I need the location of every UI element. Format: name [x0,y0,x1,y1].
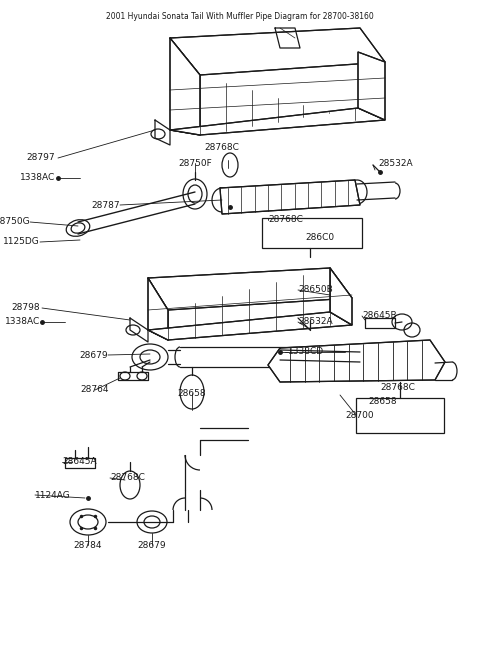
Text: 28750G: 28750G [0,217,30,227]
Text: 28768C: 28768C [380,384,415,392]
Text: 1338AC: 1338AC [20,173,55,183]
Polygon shape [358,52,385,120]
Text: 28658: 28658 [178,388,206,397]
Text: 28750F: 28750F [178,158,212,168]
Text: 28679: 28679 [138,541,166,549]
Text: 28679: 28679 [79,350,108,359]
Text: 28768C: 28768C [204,143,240,152]
Polygon shape [330,268,352,325]
Text: 28700: 28700 [345,411,373,420]
Text: 2001 Hyundai Sonata Tail With Muffler Pipe Diagram for 28700-38160: 2001 Hyundai Sonata Tail With Muffler Pi… [106,12,374,21]
Text: 1125DG: 1125DG [3,237,40,246]
Text: 28784: 28784 [74,541,102,549]
Text: 28768C: 28768C [268,215,303,225]
Polygon shape [220,180,360,214]
Text: 1338CD: 1338CD [288,348,324,357]
Text: 28768C: 28768C [110,474,145,482]
Text: 28787: 28787 [91,200,120,210]
Text: 28532A: 28532A [378,158,413,168]
Text: 28645A: 28645A [62,457,96,466]
Polygon shape [170,28,385,75]
Text: 1338AC: 1338AC [5,317,40,327]
Polygon shape [148,312,352,340]
Text: 28645B: 28645B [362,311,396,321]
Polygon shape [268,340,445,382]
Text: 28658: 28658 [368,397,396,407]
Text: 286C0: 286C0 [305,233,334,242]
Polygon shape [170,38,200,135]
Polygon shape [148,278,168,340]
Text: 28798: 28798 [12,304,40,313]
Polygon shape [148,268,352,310]
Bar [262,218,362,248]
Bar [356,398,444,433]
Text: 28650B: 28650B [298,286,333,294]
Text: 28797: 28797 [26,154,55,162]
Text: 28532A: 28532A [298,317,333,327]
Polygon shape [170,108,385,135]
Text: 28764: 28764 [81,386,109,394]
Text: 1124AG: 1124AG [35,491,71,499]
